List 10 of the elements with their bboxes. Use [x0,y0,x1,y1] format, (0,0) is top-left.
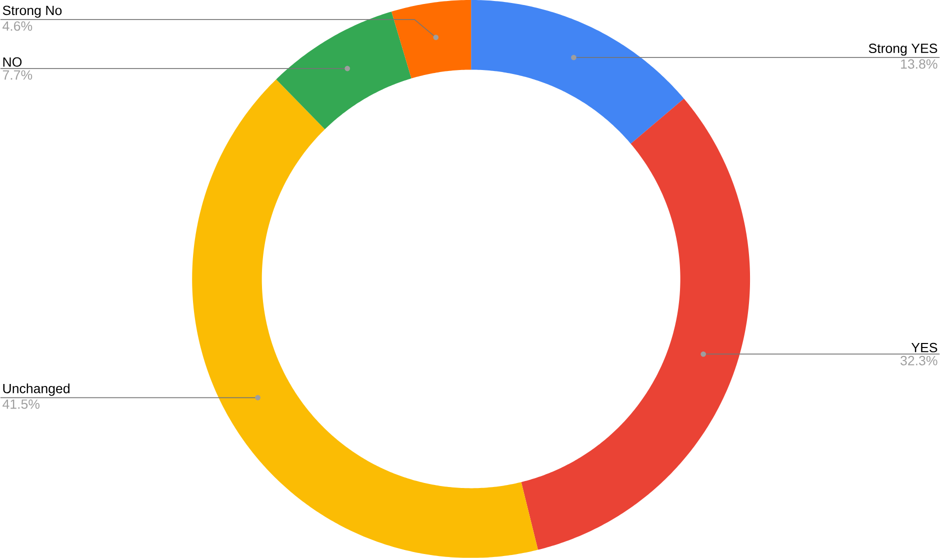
slice-label: NO [3,57,22,67]
data-label: 32.3% [900,356,938,366]
data-label: 13.8% [901,59,938,69]
slice-label: Strong YES [868,44,938,56]
slice-label: YES [911,342,938,352]
slice-label: Unchanged [3,383,70,396]
data-label: 7.7% [2,70,32,80]
data-label: 41.5% [2,400,40,409]
data-label: 4.6% [2,21,32,31]
slice-label: Strong No [2,6,62,18]
